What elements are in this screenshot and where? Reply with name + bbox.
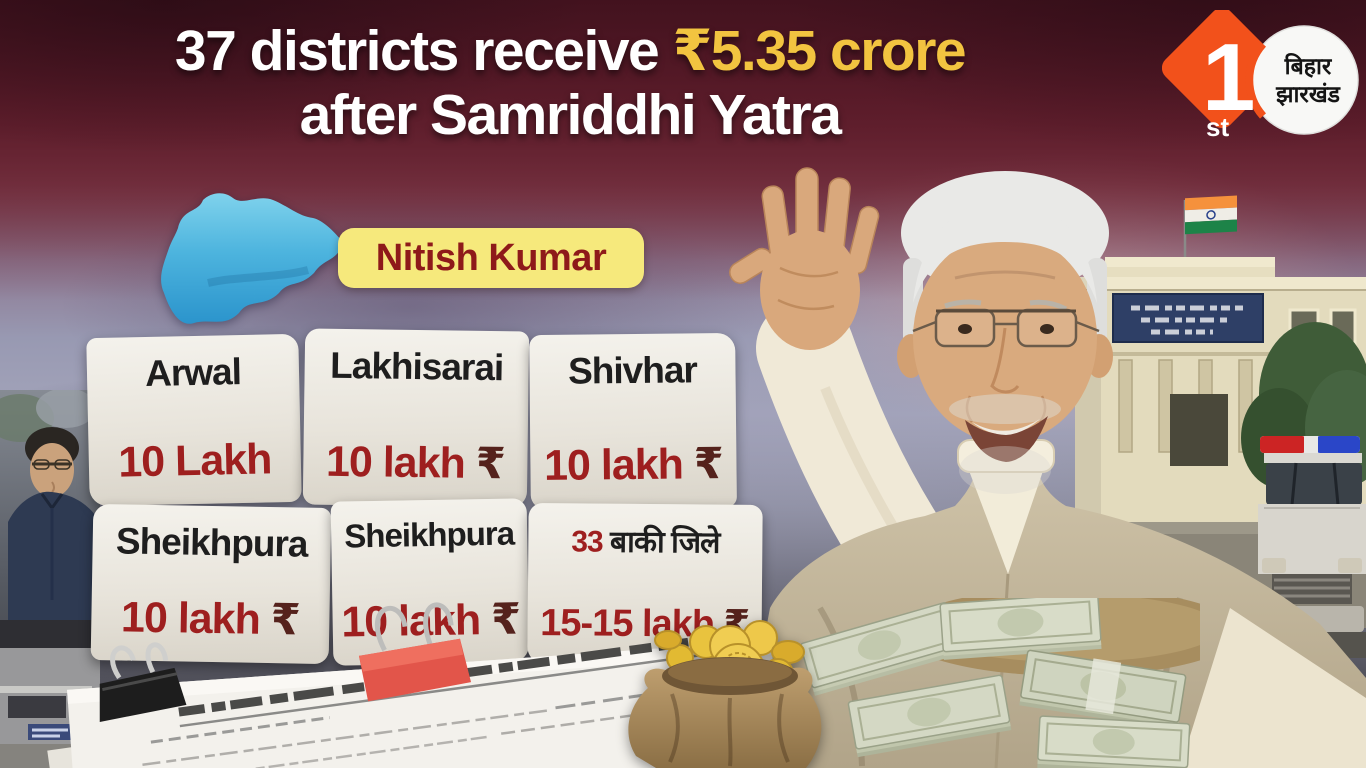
logo-number: 1 [1202,24,1255,131]
document-illustration [47,602,781,768]
headline-line1: 37 districts receive ₹5.35 crore [174,19,967,83]
smiling-mouth [965,416,1048,462]
district-name: Sheikhpura [344,514,515,555]
face [897,171,1113,494]
note-stack [1019,649,1187,731]
note-stack [847,674,1012,758]
kurta-vneck [968,468,1044,574]
money-bag-illustration [628,620,822,768]
name-badge-label: Nitish Kumar [375,236,607,279]
logo-suffix: st [1206,112,1229,142]
district-card: Shivhar 10 lakh ₹ [529,332,737,510]
district-amount: 10 lakh ₹ [325,437,506,489]
first-bihar-jharkhand-logo-icon: 1 st बिहार झारखंड [1161,7,1359,142]
district-amount: 10 lakh ₹ [543,440,724,490]
rupee-symbol: ₹ [464,439,506,489]
headline-amount: ₹5.35 crore [672,19,967,83]
police-lightbar-blue [1316,436,1360,453]
eyebrows [944,299,1068,312]
bihar-map-icon [148,188,348,338]
waving-hand [729,167,880,350]
logo-region-line1: बिहार [1284,52,1333,80]
eye-right [1040,324,1054,334]
india-flag-icon [1185,195,1237,235]
district-name: Arwal [144,351,242,395]
money-bag-photo [610,612,850,768]
district-name: 33 बाकी जिले [571,525,720,560]
currency-illustration [799,588,1240,768]
logo-region-line2: झारखंड [1275,82,1341,108]
headline-line2: after Samriddhi Yatra [299,82,842,147]
bystander-man [8,427,100,622]
eye-left [958,324,972,334]
police-lightbar-red [1260,436,1306,453]
district-name: Shivhar [567,349,698,392]
red-binder-clip [358,602,472,702]
name-badge: Nitish Kumar [338,228,644,288]
note-stack [939,592,1102,660]
district-amount: 10 Lakh [117,435,272,487]
black-binder-clip [99,642,187,723]
district-name: Lakhisarai [329,344,504,389]
note-stack [799,602,961,696]
district-name: Sheikhpura [115,520,308,565]
channel-logo: 1 st बिहार झारखंड [1161,7,1366,144]
document-photo [30,600,790,768]
district-card: Lakhisarai 10 lakh ₹ [302,328,530,508]
currency-notes-photo [790,588,1240,768]
mustache-stubble [949,394,1061,424]
headline: 37 districts receive ₹5.35 crore after S… [40,19,1100,148]
rupee-symbol: ₹ [682,440,724,489]
note-stack [1037,715,1191,768]
nose [990,327,1020,394]
district-card: Arwal 10 Lakh [86,333,302,507]
